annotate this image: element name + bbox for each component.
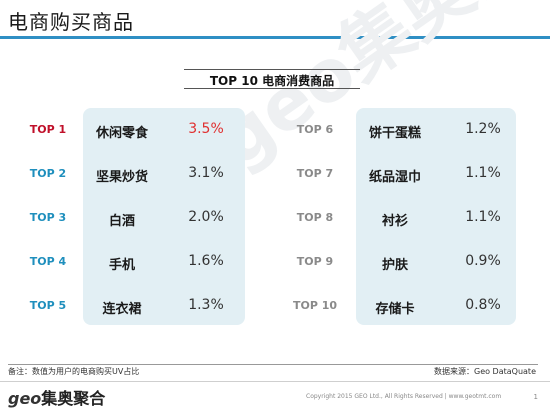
item-name: 护肤 [381,258,408,273]
footer-divider [0,381,550,382]
subtitle: TOP 10 电商消费商品 [209,74,335,88]
item-share: 3.1% [188,165,224,181]
ranking-panel-right [356,108,516,325]
item-name: 手机 [108,258,135,273]
item-share: 1.1% [465,209,501,225]
company-logo: geo集奥聚合 [8,385,105,409]
rank-label: TOP 8 [296,211,334,224]
rank-label: TOP 7 [296,167,334,180]
page-title: 电商购买商品 [8,10,134,34]
footnote: 备注：数值为用户的电商购买UV占比 [8,367,140,376]
item-share: 1.2% [465,121,501,137]
footnote-divider [8,364,538,365]
rank-label: TOP 5 [29,299,67,312]
rank-label: TOP 10 [292,299,338,312]
rank-label: TOP 6 [296,123,334,136]
item-name: 存储卡 [375,302,415,317]
subtitle-frame: TOP 10 电商消费商品 [184,69,360,89]
copyright: Copyright 2015 GEO Ltd., All Rights Rese… [306,393,502,400]
rank-label: TOP 2 [29,167,67,180]
rank-label: TOP 3 [29,211,67,224]
item-name: 休闲零食 [95,126,148,141]
item-name: 饼干蛋糕 [368,126,421,141]
rank-label: TOP 4 [29,255,67,268]
rank-label: TOP 9 [296,255,334,268]
item-share: 0.8% [465,297,501,313]
item-name: 白酒 [108,214,135,229]
item-share: 1.1% [465,165,501,181]
item-share: 0.9% [465,253,501,269]
item-share: 1.6% [188,253,224,269]
rank-label: TOP 1 [29,123,67,136]
item-name: 纸品湿巾 [368,170,421,185]
item-share: 1.3% [188,297,224,313]
item-name: 衬衫 [381,214,408,229]
data-source: 数据来源：Geo DataQuate [434,367,536,376]
item-share: 2.0% [188,209,224,225]
title-divider [0,36,550,39]
item-name: 坚果炒货 [95,170,148,185]
item-name: 连衣裙 [102,302,142,317]
item-share: 3.5% [188,121,224,137]
logo-mark: geo [8,389,42,408]
page-number: 1 [533,393,538,401]
logo-name: 集奥聚合 [41,389,106,408]
ranking-panel-left [83,108,245,325]
